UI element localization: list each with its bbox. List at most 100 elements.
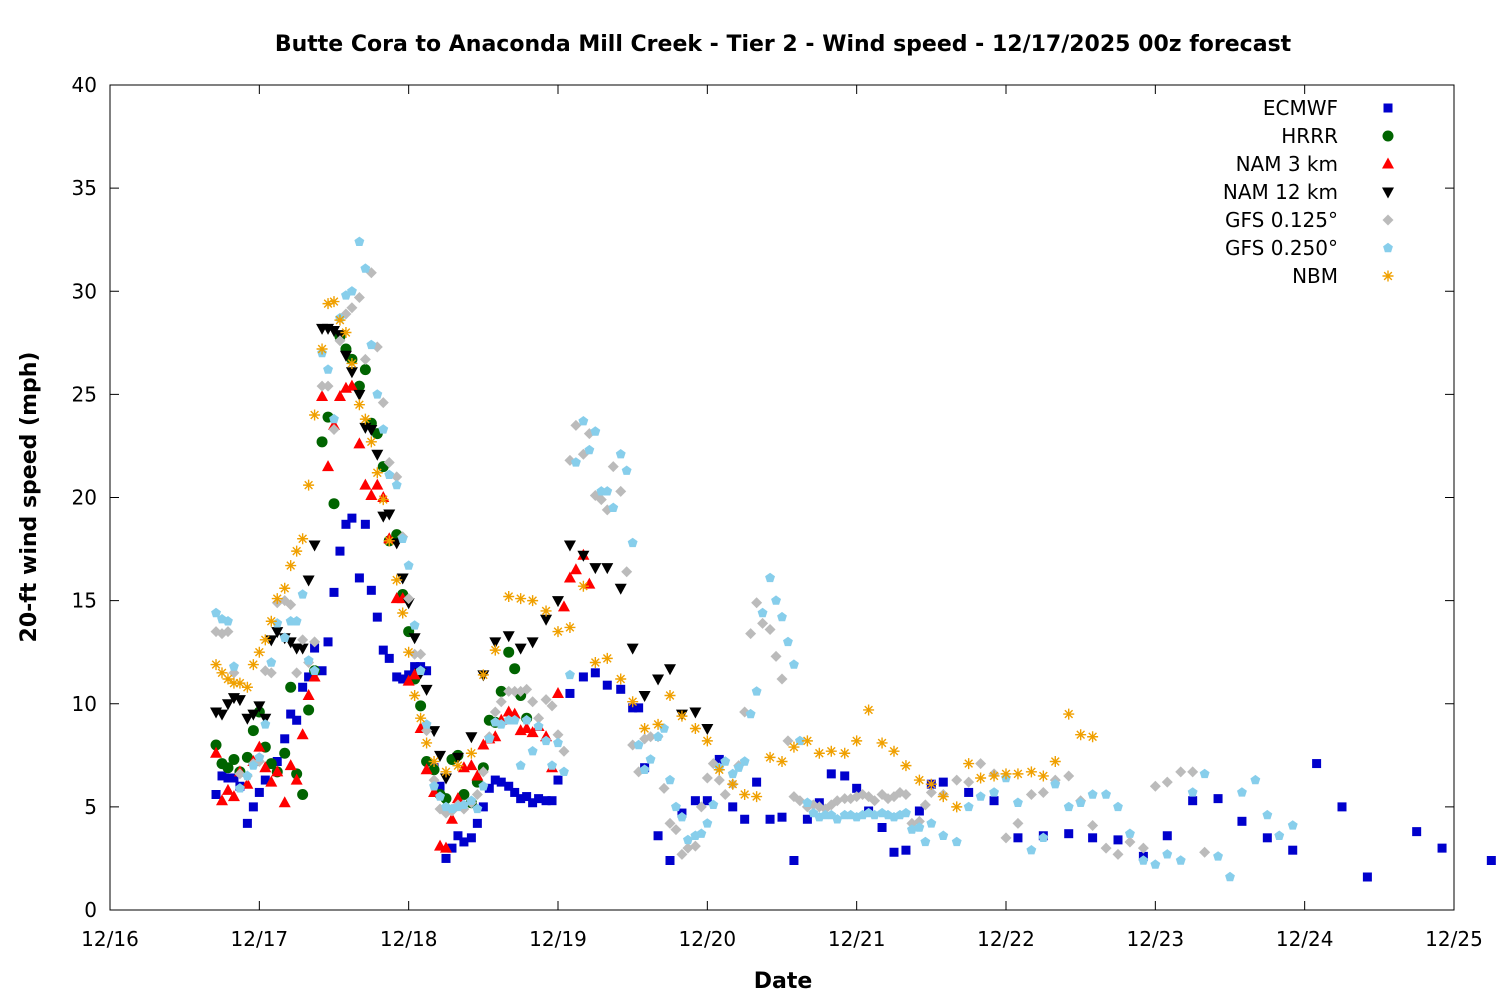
data-point	[563, 571, 576, 583]
data-point	[353, 437, 366, 449]
data-point	[645, 754, 656, 764]
data-point	[365, 436, 377, 448]
data-point	[975, 758, 987, 770]
data-point	[1012, 817, 1024, 829]
x-tick-label: 12/18	[380, 927, 438, 951]
data-point	[415, 700, 427, 712]
data-point	[241, 681, 253, 693]
data-point	[677, 812, 687, 822]
data-point	[514, 643, 527, 655]
data-point	[490, 775, 500, 785]
data-point	[907, 824, 917, 834]
data-point	[372, 389, 383, 399]
data-point	[552, 596, 564, 608]
data-point	[391, 479, 402, 490]
data-point	[852, 783, 862, 793]
data-point	[286, 709, 296, 719]
data-point	[489, 644, 501, 656]
data-point	[254, 787, 264, 797]
data-point	[578, 672, 588, 682]
data-point	[602, 680, 612, 690]
data-point	[478, 802, 488, 812]
data-point	[869, 795, 881, 807]
data-point	[223, 616, 233, 626]
data-point	[1362, 872, 1372, 882]
data-point	[316, 389, 329, 401]
y-tick-label: 0	[84, 898, 97, 922]
data-point	[447, 843, 457, 853]
data-point	[211, 607, 221, 618]
data-point	[265, 635, 278, 647]
data-point	[765, 572, 775, 583]
data-point	[752, 777, 762, 787]
data-point	[377, 494, 389, 506]
data-point	[764, 624, 776, 635]
data-point	[360, 519, 370, 529]
series-nam-12-km	[210, 323, 714, 785]
data-point	[316, 380, 328, 392]
data-point	[1162, 849, 1173, 859]
data-point	[503, 646, 515, 658]
data-point	[627, 696, 639, 708]
data-point	[689, 707, 702, 719]
data-point	[297, 789, 309, 800]
data-point	[652, 718, 664, 730]
y-tick-label: 30	[72, 279, 97, 303]
data-point	[851, 735, 863, 747]
data-point	[533, 721, 544, 731]
data-point	[323, 364, 333, 374]
data-point	[259, 761, 272, 773]
data-point	[547, 796, 557, 806]
data-point	[665, 774, 675, 785]
legend-marker	[1383, 103, 1393, 113]
data-point	[402, 674, 415, 686]
data-point	[869, 809, 880, 820]
data-point	[297, 634, 309, 646]
data-point	[1237, 787, 1247, 797]
data-point	[296, 643, 309, 655]
data-point	[740, 814, 750, 824]
data-point	[221, 783, 234, 795]
data-point	[354, 236, 365, 246]
data-point	[1187, 787, 1198, 797]
data-point	[664, 817, 676, 829]
y-axis-label: 20-ft wind speed (mph)	[17, 352, 42, 643]
data-point	[988, 770, 1000, 782]
data-point	[552, 626, 564, 638]
data-point	[839, 793, 851, 805]
data-point	[1113, 801, 1123, 812]
data-point	[1337, 802, 1347, 812]
data-point	[601, 563, 614, 575]
data-point	[466, 795, 477, 805]
data-point	[614, 583, 627, 595]
data-point	[221, 699, 234, 711]
data-point	[292, 715, 302, 725]
data-point	[384, 469, 395, 479]
data-point	[900, 789, 912, 800]
data-point	[247, 725, 259, 737]
data-point	[284, 759, 297, 771]
data-point	[509, 715, 520, 725]
data-point	[347, 513, 357, 523]
data-point	[975, 791, 986, 801]
data-point	[602, 486, 613, 496]
data-point	[664, 690, 676, 701]
data-point	[260, 775, 270, 785]
data-point	[377, 397, 389, 409]
data-point	[727, 768, 738, 779]
data-point	[458, 789, 470, 800]
data-point	[496, 777, 506, 787]
data-point	[877, 823, 887, 832]
data-point	[777, 611, 787, 622]
data-point	[713, 764, 725, 776]
data-point	[451, 752, 464, 764]
legend-label: GFS 0.250°	[1225, 236, 1338, 260]
data-point	[547, 760, 557, 770]
data-point	[565, 688, 575, 698]
data-point	[265, 758, 277, 770]
data-point	[210, 659, 222, 671]
data-point	[397, 607, 409, 619]
data-point	[508, 707, 521, 719]
data-point	[702, 796, 712, 806]
data-point	[671, 801, 681, 812]
